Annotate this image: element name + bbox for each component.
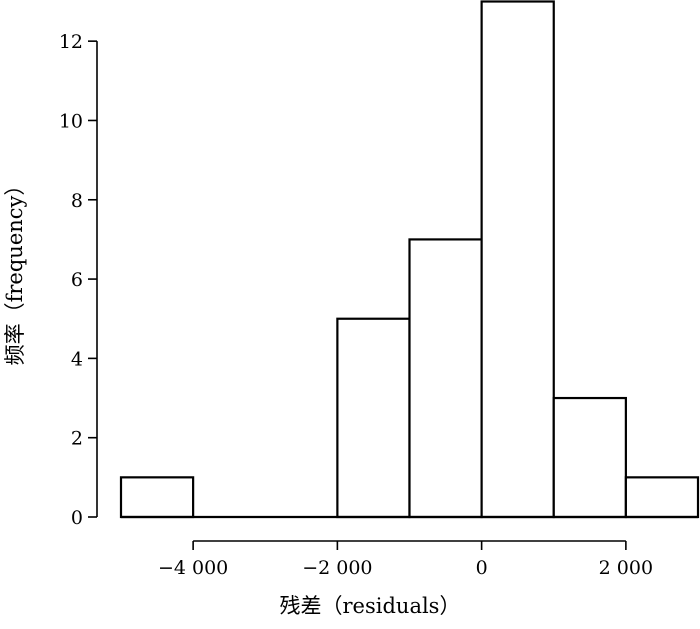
y-tick-label: 0 <box>71 507 83 529</box>
y-tick-label: 2 <box>71 428 83 450</box>
histogram-bar <box>480 0 555 519</box>
y-tick-label: 8 <box>71 190 83 212</box>
x-axis-label: 残差（residuals） <box>280 594 461 618</box>
y-tick-label: 10 <box>59 110 83 132</box>
x-tick-label: 0 <box>476 557 488 579</box>
histogram-bar <box>119 476 195 519</box>
histogram-bar <box>336 317 411 519</box>
x-axis: −4 000 −2 000 0 2 000 <box>158 540 653 579</box>
x-tick-label: 2 000 <box>599 557 653 579</box>
y-tick-label: 6 <box>71 269 83 291</box>
y-tick-label: 12 <box>59 31 83 53</box>
y-axis-label: 频率（frequency） <box>3 175 27 366</box>
x-tick-label: −2 000 <box>302 557 372 579</box>
histogram-bar <box>552 396 627 519</box>
histogram-bar <box>624 476 700 519</box>
bars-group <box>119 0 700 519</box>
y-axis: 0 2 4 6 8 10 12 <box>59 31 98 529</box>
x-tick-label: −4 000 <box>158 557 228 579</box>
y-tick-label: 4 <box>71 348 83 370</box>
histogram-bar <box>408 238 483 519</box>
